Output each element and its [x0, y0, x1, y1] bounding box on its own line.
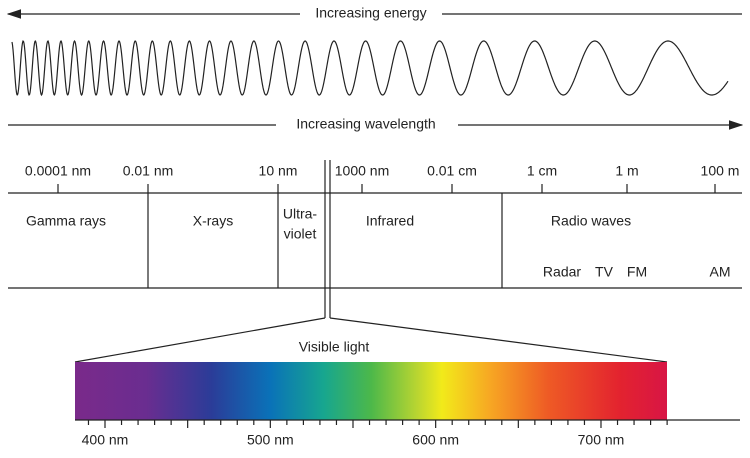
wave — [11, 39, 729, 97]
radio-band-label: TV — [595, 264, 614, 280]
scale-label: 0.0001 nm — [25, 163, 91, 179]
zoom-line — [74, 317, 326, 363]
visible-title: Visible light — [299, 339, 370, 355]
scale-label: 0.01 nm — [123, 163, 174, 179]
region-label: Infrared — [366, 213, 414, 229]
scale-label: 0.01 cm — [427, 163, 477, 179]
scale-label: 1 cm — [527, 163, 557, 179]
radio-band-label: AM — [710, 264, 731, 280]
visible-tick-label: 500 nm — [247, 432, 294, 448]
energy-label: Increasing energy — [315, 5, 426, 21]
visible-tick-label: 400 nm — [82, 432, 129, 448]
region-label: X-rays — [193, 213, 233, 229]
visible-tick-label: 700 nm — [578, 432, 625, 448]
region-label: violet — [284, 226, 317, 242]
scale-label: 100 m — [701, 163, 740, 179]
scale-label: 1 m — [615, 163, 638, 179]
wavelength-label: Increasing wavelength — [296, 116, 435, 132]
scale-label: 10 nm — [259, 163, 298, 179]
radio-band-label: FM — [627, 264, 647, 280]
scale-label: 1000 nm — [335, 163, 389, 179]
visible-spectrum — [75, 362, 667, 420]
region-label: Ultra- — [283, 206, 318, 222]
zoom-line — [329, 317, 668, 363]
region-label: Radio waves — [551, 213, 631, 229]
radio-band-label: Radar — [543, 264, 581, 280]
region-label: Gamma rays — [26, 213, 106, 229]
visible-tick-label: 600 nm — [412, 432, 459, 448]
